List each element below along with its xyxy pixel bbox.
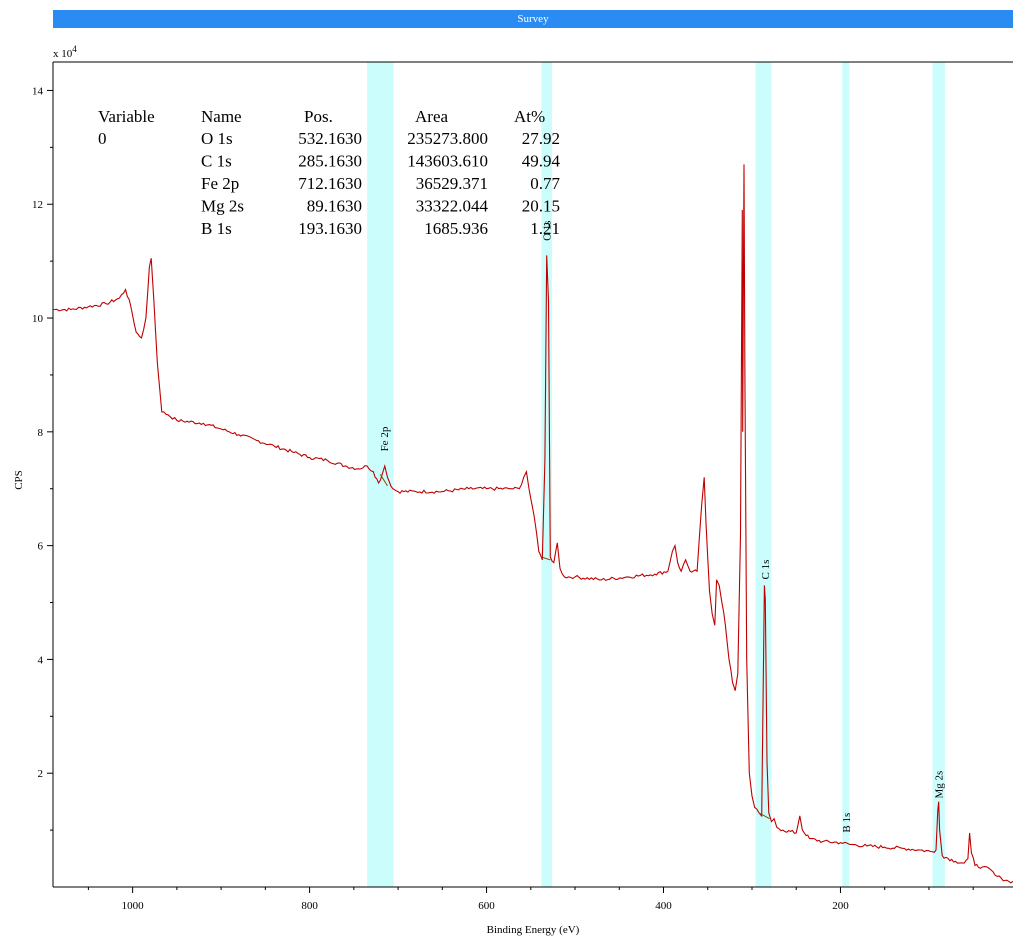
x-tick-label-800: 800 — [301, 900, 318, 912]
y-tick-label-6: 6 — [38, 541, 44, 553]
table-header-at: At% — [514, 107, 545, 126]
peak-region-3 — [755, 62, 772, 887]
table-header-name: Name — [201, 107, 242, 126]
y-tick-label-2: 2 — [38, 768, 44, 780]
y-multiplier: x 104 — [53, 44, 77, 60]
table-cell-pos: 712.1630 — [298, 174, 362, 193]
table-cell-pos: 285.1630 — [298, 152, 362, 171]
x-tick-label-1000: 1000 — [122, 900, 145, 912]
peak-label-mg-2s: Mg 2s — [934, 771, 946, 799]
table-cell-at: 20.15 — [522, 197, 560, 216]
peak-labels-layer: Fe 2p O 1s C 1s B 1s Mg 2s — [379, 220, 946, 832]
y-tick-label-14: 14 — [32, 85, 44, 97]
peak-label-b-1s: B 1s — [841, 813, 853, 833]
table-cell-at: 27.92 — [522, 129, 560, 148]
table-cell-pos: 193.1630 — [298, 219, 362, 238]
peak-region-2 — [541, 62, 553, 887]
table-variable-value: 0 — [98, 129, 107, 148]
table-cell-area: 143603.610 — [407, 152, 488, 171]
peak-label-o-1s: O 1s — [542, 220, 554, 240]
chart-title: Survey — [517, 13, 549, 25]
x-axis-label: Binding Energy (eV) — [487, 924, 580, 936]
table-cell-name: O 1s — [201, 129, 233, 148]
peak-region-4 — [842, 62, 850, 887]
regions-layer — [367, 62, 945, 887]
table-cell-name: B 1s — [201, 219, 232, 238]
chart-title-bar: Survey — [53, 10, 1013, 28]
peak-label-c-1s: C 1s — [760, 560, 772, 580]
table-cell-area: 1685.936 — [424, 219, 488, 238]
background-line-3 — [758, 812, 770, 820]
table-cell-name: Mg 2s — [201, 197, 244, 216]
table-cell-at: 0.77 — [530, 174, 560, 193]
table-cell-area: 33322.044 — [416, 197, 489, 216]
table-cell-at: 1.21 — [530, 219, 560, 238]
peak-region-5 — [932, 62, 945, 887]
background-line-1 — [379, 474, 388, 487]
spectrum-series-line — [53, 164, 1013, 884]
x-tick-label-200: 200 — [832, 900, 849, 912]
table-cell-area: 235273.800 — [407, 129, 488, 148]
peak-label-fe-2p: Fe 2p — [379, 426, 391, 451]
table-cell-pos: 89.1630 — [307, 197, 362, 216]
y-tick-label-8: 8 — [38, 427, 44, 439]
x-tick-label-400: 400 — [655, 900, 672, 912]
table-header-pos: Pos. — [304, 107, 333, 126]
y-tick-label-4: 4 — [38, 654, 44, 666]
x-tick-label-600: 600 — [478, 900, 495, 912]
table-cell-name: C 1s — [201, 152, 232, 171]
y-tick-label-10: 10 — [32, 313, 44, 325]
background-line-2 — [541, 556, 551, 561]
y-tick-label-12: 12 — [32, 199, 43, 211]
table-cell-area: 36529.371 — [416, 174, 488, 193]
ticks-layer: 1000 800 600 400 200 2 4 6 8 10 12 14 — [32, 85, 974, 912]
table-cell-pos: 532.1630 — [298, 129, 362, 148]
table-header-area: Area — [415, 107, 448, 126]
table-cell-at: 49.94 — [522, 152, 561, 171]
table-cell-name: Fe 2p — [201, 174, 239, 193]
quantification-table: Variable Name Pos. Area At% 0 O 1s 532.1630 2352… — [98, 107, 561, 238]
y-axis-label: CPS — [13, 470, 25, 490]
table-header-variable: Variable — [98, 107, 155, 126]
